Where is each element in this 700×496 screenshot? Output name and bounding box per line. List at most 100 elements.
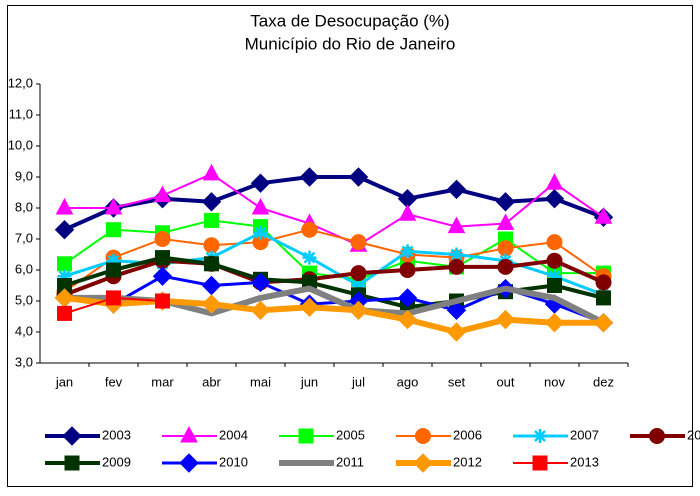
x-tick-label: abr [202, 374, 221, 389]
x-tick-label: jul [351, 374, 365, 389]
data-point [348, 300, 369, 321]
legend-label: 2006 [453, 427, 482, 442]
data-point [253, 225, 268, 240]
x-tick-label: jun [300, 374, 318, 389]
x-tick-label: dez [593, 374, 614, 389]
data-point [547, 269, 562, 284]
data-point [595, 274, 612, 291]
y-tick-label: 8,0 [15, 199, 33, 214]
data-point [496, 213, 515, 230]
x-tick-label: mai [250, 374, 271, 389]
legend-marker [62, 426, 82, 446]
data-point [350, 265, 367, 282]
legend-marker [413, 453, 433, 473]
chart-frame [7, 5, 693, 487]
data-point [397, 288, 418, 308]
data-point [446, 300, 467, 321]
data-point [104, 197, 123, 215]
data-point [106, 253, 121, 268]
data-point [448, 258, 465, 275]
y-tick-label: 11,0 [9, 106, 33, 121]
data-point [250, 300, 271, 321]
x-tick-label: set [448, 374, 466, 389]
data-point [495, 309, 516, 330]
y-tick-label: 7,0 [15, 230, 33, 245]
y-tick-label: 3,0 [15, 354, 33, 369]
data-point [495, 192, 516, 212]
data-point [350, 234, 367, 251]
series-line [63, 228, 605, 293]
data-point [449, 247, 464, 262]
x-tick-label: mar [151, 374, 174, 389]
legend-marker [649, 428, 665, 444]
legend-label: 2005 [336, 427, 365, 442]
data-point [55, 197, 74, 215]
legend-marker [532, 455, 548, 471]
data-point [399, 262, 416, 278]
data-point [447, 216, 466, 234]
data-point [203, 237, 220, 254]
data-point [57, 269, 72, 284]
data-point [57, 305, 72, 321]
y-tick-label: 6,0 [15, 261, 33, 276]
data-point [545, 173, 564, 190]
legend-label: 2003 [102, 427, 131, 442]
data-point [106, 262, 121, 278]
data-point [250, 272, 271, 293]
data-point [497, 240, 514, 257]
data-point [251, 197, 270, 215]
data-point [593, 312, 614, 333]
data-point [544, 312, 565, 333]
data-point [106, 222, 121, 238]
data-point [546, 252, 563, 269]
series-line [64, 172, 605, 247]
data-point [302, 250, 317, 265]
data-point [106, 290, 121, 306]
x-tick-label: ago [397, 374, 419, 389]
legend-marker [180, 425, 198, 443]
data-point [250, 173, 271, 193]
legend-marker [179, 453, 199, 473]
data-point [54, 219, 75, 240]
data-point [397, 309, 418, 330]
legend-label: 2007 [570, 427, 599, 442]
legend-marker [298, 428, 314, 444]
data-point [201, 192, 222, 212]
legend-label: 2013 [570, 454, 599, 469]
data-point [155, 293, 170, 309]
data-point [497, 258, 514, 275]
legend-label: 2010 [219, 454, 248, 469]
y-tick-label: 12,0 [8, 75, 33, 90]
data-point [596, 290, 611, 306]
legend-label: 2004 [219, 427, 248, 442]
data-point [57, 256, 72, 272]
legend-label: 2011 [336, 454, 364, 469]
data-point [348, 167, 369, 187]
data-point [204, 212, 219, 228]
legend-label: 2012 [453, 454, 482, 469]
data-point [152, 266, 173, 286]
data-point [544, 188, 565, 209]
y-tick-label: 4,0 [15, 323, 33, 338]
data-point [446, 322, 467, 342]
legend-marker [415, 428, 431, 444]
legend-marker [533, 429, 547, 443]
data-point [446, 179, 467, 200]
data-point [546, 234, 563, 251]
chart-title: Taxa de Desocupação (%) [250, 11, 449, 30]
x-tick-label: out [496, 374, 514, 389]
data-point [351, 278, 366, 293]
data-point [202, 163, 221, 181]
data-point [155, 250, 170, 266]
x-tick-label: nov [544, 374, 565, 389]
data-point [153, 185, 172, 203]
data-point [299, 297, 320, 317]
data-point [400, 244, 415, 259]
legend-label: 2008 [687, 427, 700, 442]
data-point [594, 207, 613, 224]
legend-label: 2009 [102, 454, 131, 469]
y-tick-label: 5,0 [15, 292, 33, 307]
y-tick-label: 9,0 [15, 168, 33, 183]
data-point [398, 204, 417, 221]
x-tick-label: jan [55, 374, 73, 389]
